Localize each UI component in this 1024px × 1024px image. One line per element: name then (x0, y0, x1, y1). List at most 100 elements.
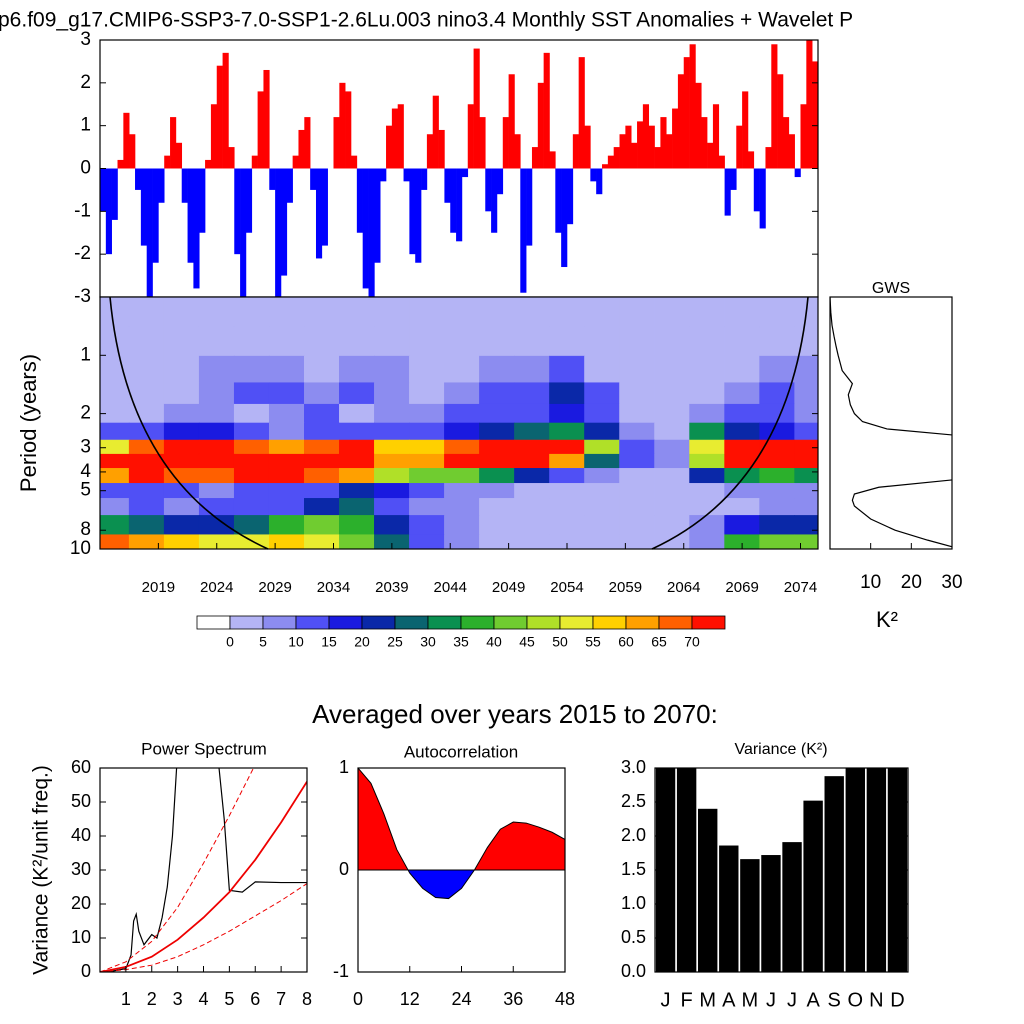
colorbar-label: 5 (259, 634, 267, 650)
heat-cell (444, 534, 480, 549)
bar (549, 151, 556, 169)
heat-cell (339, 403, 375, 424)
x-tick-label: 2059 (609, 579, 642, 596)
heat-cell (759, 483, 795, 499)
heat-cell (479, 439, 515, 455)
heat-cell (163, 355, 200, 384)
heat-cell (444, 468, 480, 484)
heat-cell (689, 422, 725, 441)
heat-cell (339, 355, 375, 384)
bar (753, 168, 760, 212)
heat-cell (268, 483, 305, 499)
heat-cell (100, 382, 130, 405)
bar (771, 44, 778, 169)
bar (561, 168, 568, 268)
x-tick-label: 2034 (317, 579, 350, 596)
heat-cell (233, 297, 270, 328)
bar (759, 168, 766, 229)
heat-cell (268, 403, 305, 424)
heat-cell (339, 382, 375, 405)
x-tick-label: 4 (198, 989, 208, 1009)
bar (263, 69, 270, 169)
heat-cell (163, 534, 200, 549)
heat-cell (724, 355, 760, 384)
heat-cell (339, 483, 375, 499)
heat-cell (409, 403, 445, 424)
y-tick-label: 50 (71, 791, 91, 811)
bar (730, 168, 737, 190)
bar (788, 134, 795, 169)
x-tick-label: 2019 (142, 579, 175, 596)
bar (613, 147, 620, 169)
bar (502, 117, 509, 169)
colorbar-label: 30 (420, 634, 436, 650)
y-tick-label: 0 (339, 859, 349, 879)
heat-cell (689, 403, 725, 424)
heat-cell (409, 483, 445, 499)
heat-cell (549, 422, 585, 441)
bar (654, 147, 661, 169)
colorbar-swatch (262, 615, 297, 630)
x-tick-label: J (787, 989, 797, 1011)
bar (555, 168, 562, 233)
heat-cell (654, 468, 690, 484)
heat-cell (233, 326, 270, 357)
heat-cell (514, 326, 550, 357)
bar (210, 104, 218, 169)
heat-cell (619, 326, 655, 357)
y-tick-label: 5 (80, 480, 91, 501)
bar (444, 168, 451, 203)
heat-cell (654, 355, 690, 384)
heat-cell (794, 498, 818, 516)
x-tick-label: 36 (503, 989, 523, 1009)
bar (129, 134, 136, 169)
heat-cell (444, 355, 480, 384)
heat-cell (444, 453, 480, 469)
heat-cell (759, 468, 795, 484)
heat-cell (128, 453, 165, 469)
bar (803, 800, 823, 972)
heat-cell (689, 534, 725, 549)
bar (245, 168, 253, 233)
colorbar-swatch (658, 615, 693, 630)
heat-cell (619, 439, 655, 455)
heat-cell (654, 453, 690, 469)
heat-cell (689, 483, 725, 499)
heat-cell (233, 515, 270, 536)
heat-cell (759, 382, 795, 405)
heat-cell (268, 515, 305, 536)
y-tick-label: -3 (74, 286, 91, 307)
bar (712, 104, 720, 169)
bar (543, 52, 550, 169)
heat-cell (654, 483, 690, 499)
heat-cell (759, 422, 795, 441)
heat-cell (619, 468, 655, 484)
heat-cell (549, 439, 585, 455)
heat-cell (268, 453, 305, 469)
heat-cell (479, 326, 515, 357)
area-positive (358, 768, 565, 870)
heat-cell (619, 515, 655, 536)
heat-cell (619, 483, 655, 499)
heat-cell (549, 297, 585, 328)
bar (351, 155, 358, 169)
heat-cell (304, 515, 340, 536)
heat-cell (794, 422, 818, 441)
bar (240, 168, 247, 297)
heat-cell (584, 439, 620, 455)
bar (333, 117, 340, 169)
heat-cell (268, 326, 305, 357)
bar (467, 104, 474, 169)
y-tick-label: 2 (80, 72, 91, 93)
heat-cell (584, 483, 620, 499)
x-tick-label: 3 (173, 989, 183, 1009)
heat-cell (479, 297, 515, 328)
heat-cell (374, 439, 410, 455)
plot-area (100, 768, 307, 972)
heat-cell (514, 483, 550, 499)
heat-cell (724, 297, 760, 328)
bar (607, 155, 614, 169)
bar (496, 168, 504, 195)
heat-cell (233, 483, 270, 499)
bar (485, 168, 492, 212)
